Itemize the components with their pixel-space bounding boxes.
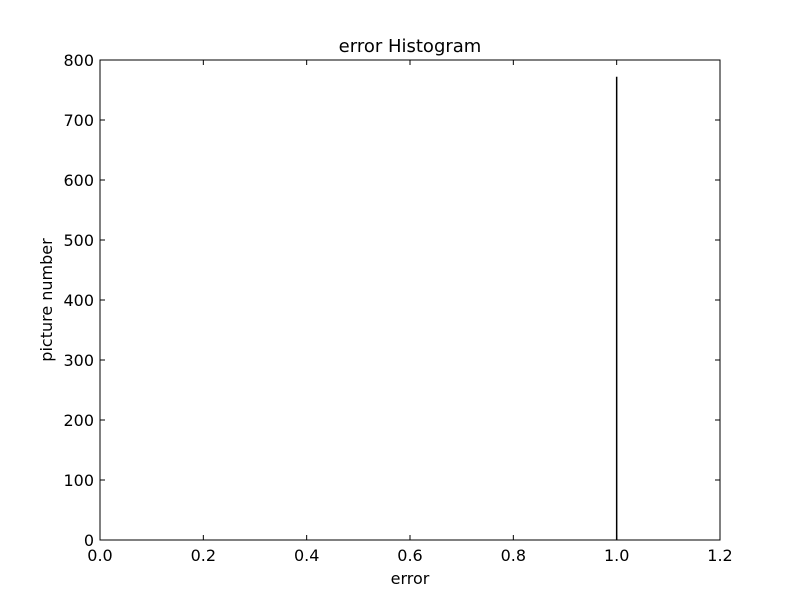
x-tick-label: 0.6 — [397, 546, 422, 565]
x-axis-ticks: 0.0 0.2 0.4 0.6 0.8 1.0 1.2 — [87, 60, 733, 565]
y-tick-label: 800 — [63, 51, 94, 70]
x-tick-label: 0.2 — [191, 546, 216, 565]
x-tick-label: 0.0 — [87, 546, 112, 565]
chart-title: error Histogram — [339, 36, 482, 57]
plot-area: 0.0 0.2 0.4 0.6 0.8 1.0 1.2 0 100 200 300 400 500 60… — [63, 51, 732, 565]
y-tick-label: 200 — [63, 411, 94, 430]
y-tick-label: 500 — [63, 231, 94, 250]
x-tick-label: 0.8 — [501, 546, 526, 565]
x-tick-label: 1.0 — [604, 546, 629, 565]
x-tick-label: 0.4 — [294, 546, 319, 565]
y-tick-label: 700 — [63, 111, 94, 130]
x-tick-label: 1.2 — [707, 546, 732, 565]
y-tick-label: 600 — [63, 171, 94, 190]
y-tick-label: 0 — [84, 531, 94, 550]
y-axis-label: picture number — [37, 238, 56, 362]
x-axis-label: error — [391, 569, 430, 588]
y-tick-label: 300 — [63, 351, 94, 370]
y-tick-label: 100 — [63, 471, 94, 490]
y-axis-ticks: 0 100 200 300 400 500 600 700 800 — [63, 51, 720, 550]
y-tick-label: 400 — [63, 291, 94, 310]
